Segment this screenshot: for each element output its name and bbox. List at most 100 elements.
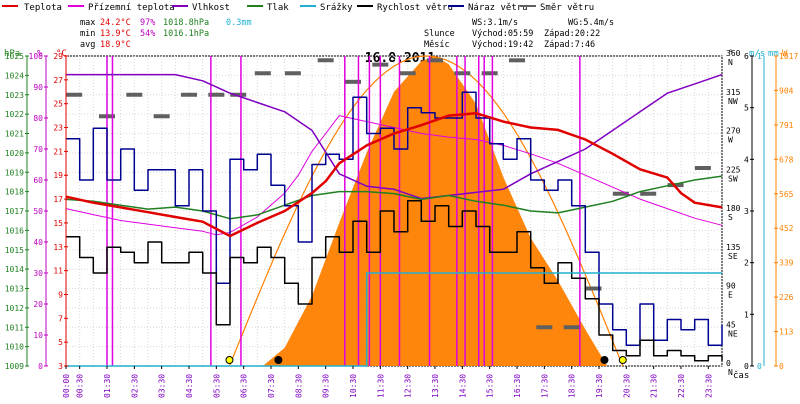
sunrise-marker [225, 356, 234, 364]
pressure-tick-label: 1021 [5, 130, 24, 139]
pressure-tick-label: 1014 [5, 265, 24, 274]
pressure-tick-label: 1020 [5, 149, 24, 158]
x-tick-label: 14:30 [458, 374, 467, 398]
series-line-tlak [65, 175, 723, 220]
humidity-tick-label: 40 [33, 238, 43, 247]
series-line-vlhkost [66, 73, 723, 200]
temperature-tick-label: 29 [53, 52, 63, 61]
direction-tick-label: 225 [726, 165, 741, 174]
legend-label-ground-temperature: Přízemní teplota [88, 3, 175, 13]
pressure-tick-label: 1013 [5, 285, 24, 294]
direction-tick-cardinal: N [728, 58, 733, 67]
temperature-tick-label: 17 [53, 195, 63, 204]
unit-degree: ° [728, 49, 733, 59]
humidity-tick-label: 60 [33, 176, 43, 185]
sun-elevation-curve [228, 55, 624, 367]
info-block: WS:3.1m/s WG:5.4m/s Slunce Východ:05:59 … [424, 18, 614, 50]
legend-label-rain: Srážky [320, 3, 353, 13]
legend-label-temperature: Teplota [24, 3, 62, 13]
ground-temperature-spikes [106, 56, 581, 366]
series-lines [65, 73, 723, 367]
wind-speed-tick-label: 2 [744, 259, 749, 268]
x-tick-label: 12:30 [404, 374, 413, 398]
temperature-tick-label: 25 [53, 100, 63, 109]
direction-tick-cardinal: SW [728, 174, 738, 183]
stats-max-rain: 0.3mm [226, 18, 252, 28]
humidity-tick-label: 10 [33, 331, 43, 340]
solar-tick-label: 113 [779, 328, 794, 337]
pressure-tick-label: 1017 [5, 207, 24, 216]
stats-min-pressure: 1016.1hPa [163, 29, 209, 39]
solar-tick-label: 1017 [779, 52, 798, 61]
pressure-tick-label: 1018 [5, 188, 24, 197]
stats-max-pressure: 1018.8hPa [163, 18, 209, 28]
direction-tick-cardinal: E [728, 291, 733, 300]
legend-label-pressure: Tlak [267, 3, 289, 13]
solar-tick-label: 452 [779, 224, 794, 233]
pressure-tick-label: 1016 [5, 226, 24, 235]
unit-mm: mm [768, 49, 779, 59]
humidity-tick-label: 90 [33, 83, 43, 92]
stats-min-temp: 13.9°C [100, 29, 131, 39]
stats-avg-label: avg [80, 40, 95, 50]
info-sun-label: Slunce [424, 29, 455, 39]
info-wind-speed: WS:3.1m/s [472, 18, 518, 28]
legend-label-wind-gust: Náraz větru [468, 3, 528, 13]
stats-block: max 24.2°C 97% 1018.8hPa 0.3mm min 13.9°… [80, 18, 252, 50]
info-sunrise: Východ:05:59 [472, 29, 533, 39]
stats-max-label: max [80, 18, 95, 28]
humidity-tick-label: 70 [33, 145, 43, 154]
pressure-tick-label: 1025 [5, 52, 24, 61]
x-tick-label: 23:30 [704, 374, 713, 398]
x-tick-label: 00:00 [62, 374, 71, 398]
x-axis: 00:00 00:30 01:30 02:30 03:30 04:30 05:30 06:30… [62, 366, 713, 398]
wind-speed-tick-label: 3 [744, 207, 749, 216]
pressure-tick-label: 1022 [5, 110, 24, 119]
solar-tick-label: 339 [779, 259, 794, 268]
solar-tick-label: 678 [779, 155, 794, 164]
temperature-tick-label: 3 [58, 362, 63, 371]
x-tick-label: 04:30 [185, 374, 194, 398]
legend-label-wind-speed: Rychlost větru [377, 3, 453, 13]
temperature-tick-label: 21 [53, 147, 63, 156]
direction-tick-cardinal: W [728, 136, 733, 145]
series-line-naraz-vetru [66, 91, 723, 347]
pressure-tick-label: 1012 [5, 304, 24, 313]
x-tick-label: 01:30 [103, 374, 112, 398]
direction-tick-label: 45 [726, 320, 736, 329]
unit-headers: hPa % °C ° m/s mm W čas [4, 49, 788, 381]
unit-hpa: hPa [4, 49, 20, 59]
sun-moon-markers [225, 356, 627, 364]
x-tick-label: 22:30 [677, 374, 686, 398]
pressure-tick-label: 1011 [5, 323, 24, 332]
temperature-tick-label: 13 [53, 243, 63, 252]
wind-speed-tick-label: 5 [744, 104, 749, 113]
x-tick-label: 02:30 [130, 374, 139, 398]
direction-tick-label: 360 [726, 49, 741, 58]
x-tick-label: 11:30 [376, 374, 385, 398]
unit-time: čas [733, 370, 749, 381]
info-moonrise: Východ:19:42 [472, 40, 533, 50]
direction-tick-cardinal: SE [728, 252, 738, 261]
temperature-tick-label: 5 [58, 338, 63, 347]
stats-max-humidity: 97% [140, 18, 155, 28]
series-line-srazky [66, 272, 722, 367]
direction-tick-cardinal: NW [728, 97, 738, 106]
pressure-tick-label: 1019 [5, 168, 24, 177]
stats-min-label: min [80, 29, 95, 39]
x-tick-label: 09:30 [322, 374, 331, 398]
info-moon-label: Měsíc [424, 40, 450, 50]
direction-tick-cardinal: N [728, 368, 733, 377]
x-tick-label: 05:30 [212, 374, 221, 398]
x-tick-label: 03:30 [158, 374, 167, 398]
rain-tick-label: 1 [757, 52, 762, 61]
solar-tick-label: 791 [779, 121, 794, 130]
solar-tick-label: 565 [779, 190, 794, 199]
direction-tick-label: 90 [726, 282, 736, 291]
x-tick-label: 13:30 [431, 374, 440, 398]
temperature-tick-label: 23 [53, 124, 63, 133]
unit-watt: W [782, 49, 788, 59]
temperature-tick-label: 11 [53, 267, 63, 276]
